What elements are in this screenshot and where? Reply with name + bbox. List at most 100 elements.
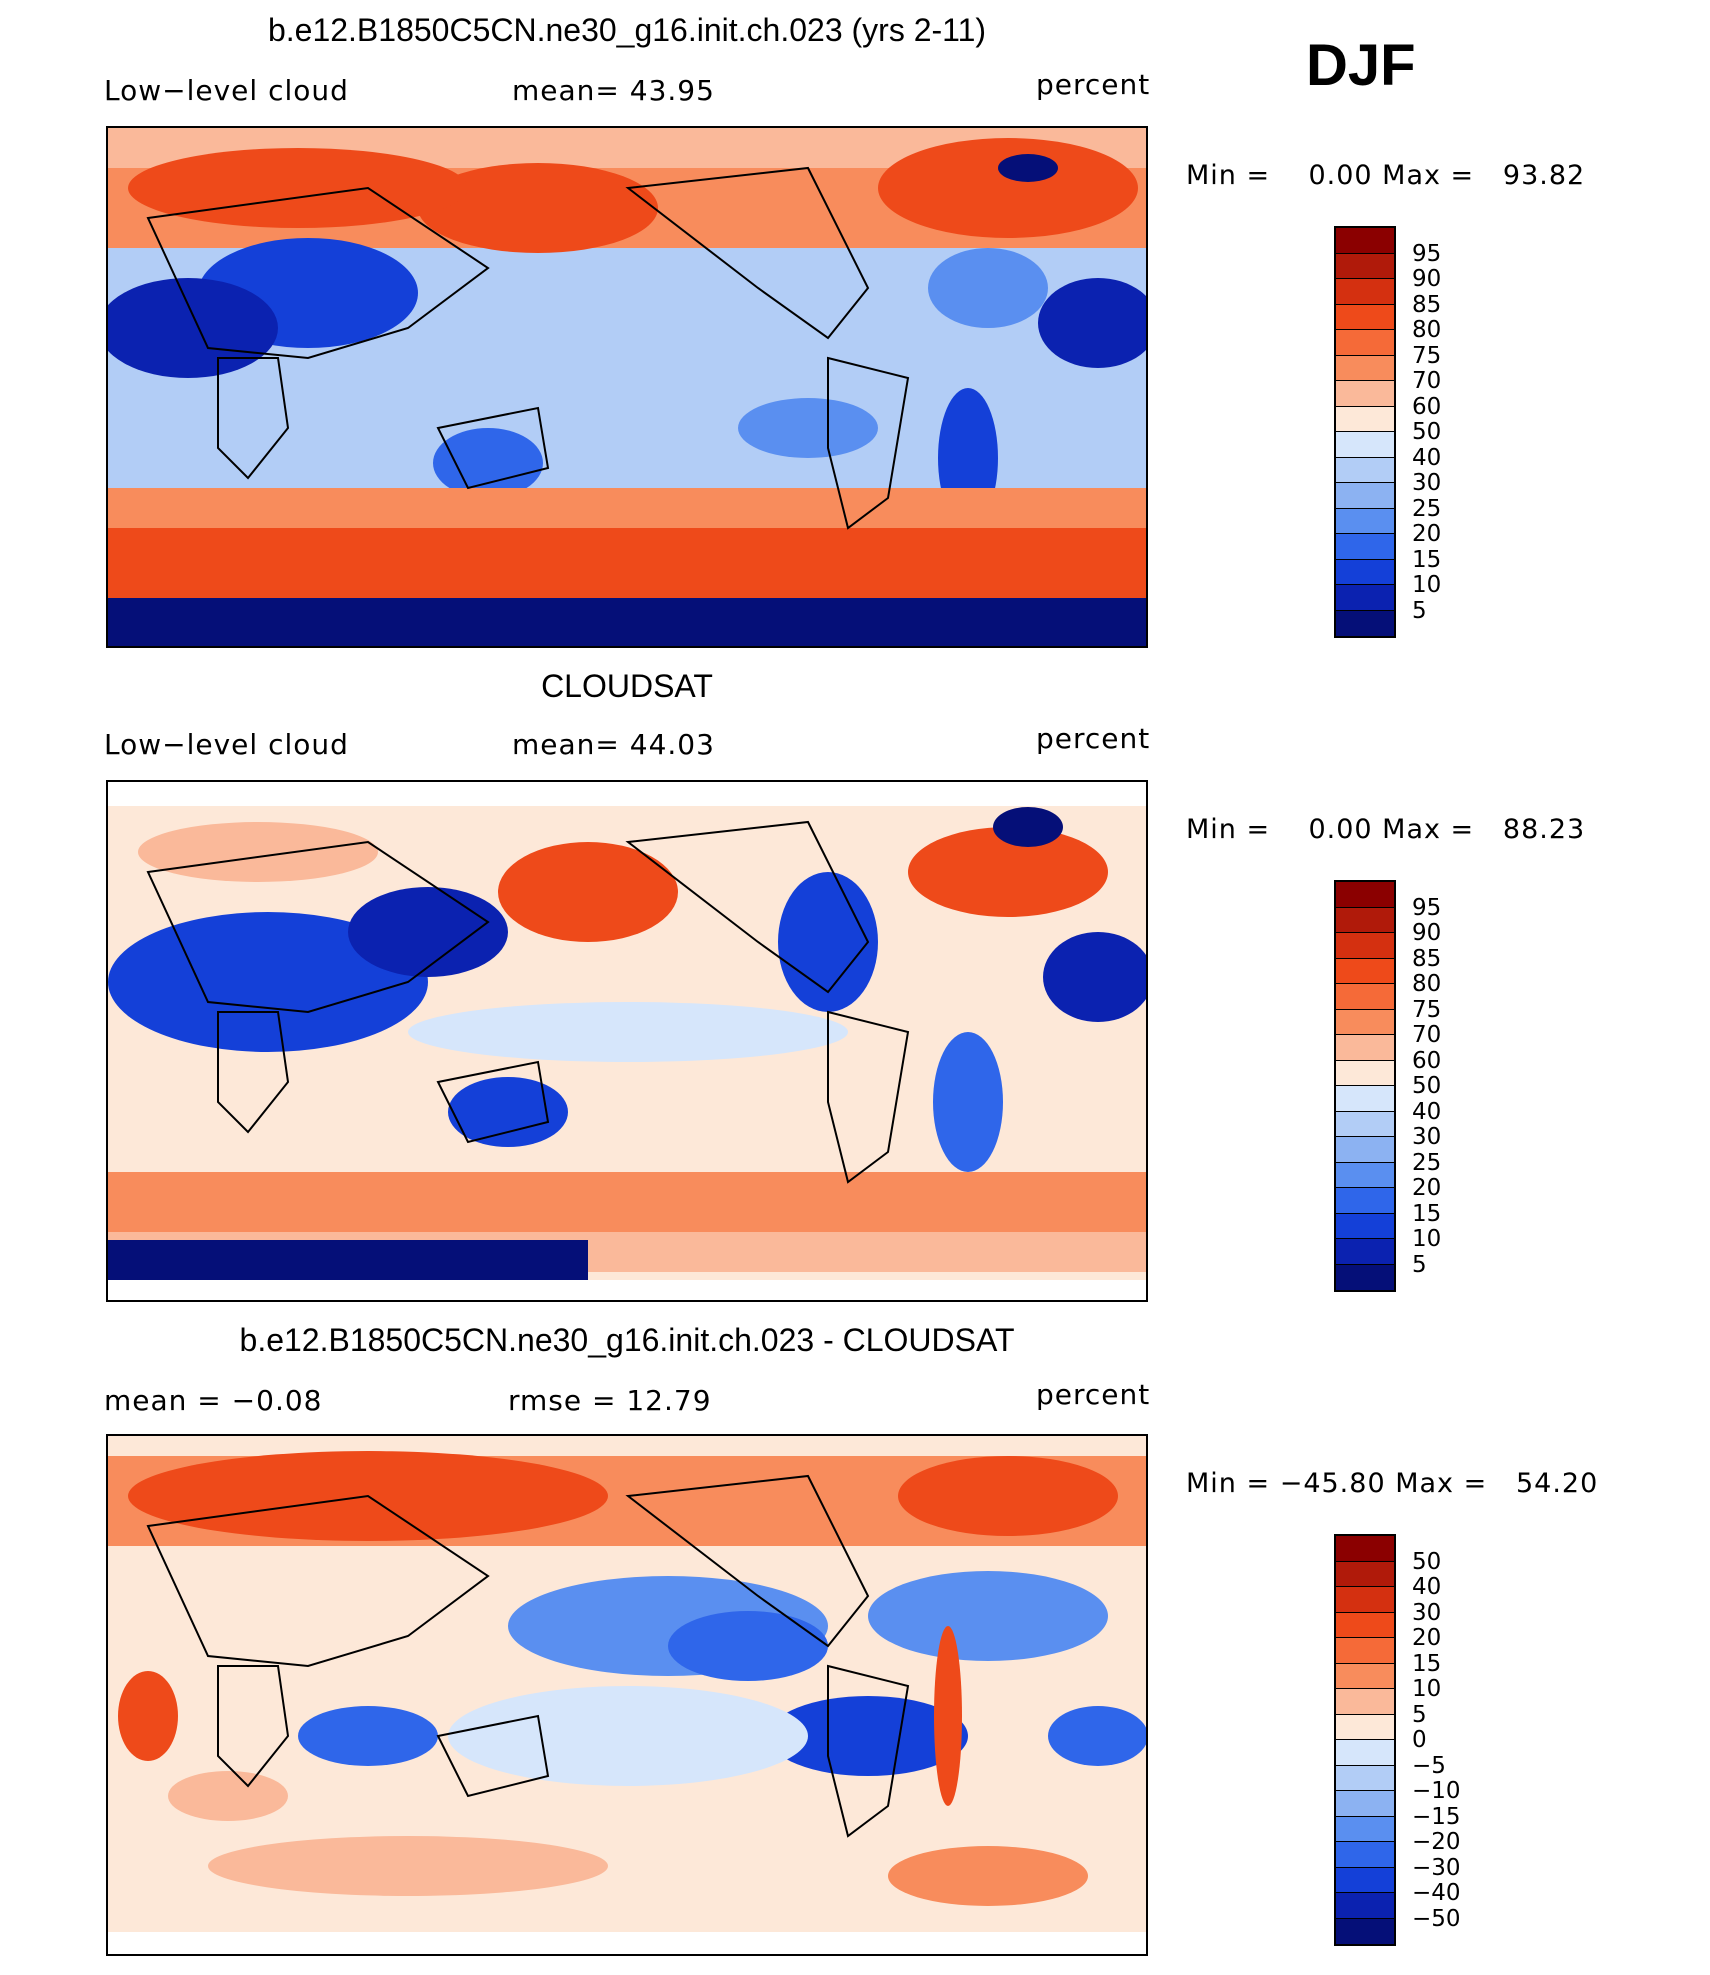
panel2-colorbar-swatch [1336,1213,1394,1239]
panel1-colorbar-swatch [1336,406,1394,432]
panel2-units-label: percent [1036,722,1151,755]
panel2-variable-label: Low−level cloud [104,728,349,761]
panel2-colorbar-swatch [1336,933,1394,959]
panel3-colorbar [1334,1534,1396,1946]
panel1-colorbar-tick-label: 50 [1412,419,1442,445]
panel3-colorbar-tick-label: 20 [1412,1625,1442,1651]
panel2-colorbar-swatch [1336,1111,1394,1137]
panel2-colorbar-swatch [1336,1086,1394,1112]
panel1-colorbar-tick-label: 85 [1412,291,1442,318]
panel2-colorbar-tick-label: 85 [1412,945,1442,972]
panel1-colorbar-swatch [1336,508,1394,534]
panel1-minmax: Min = 0.00 Max = 93.82 [1186,160,1586,191]
panel1-colorbar [1334,226,1396,638]
panel3-colorbar-swatch [1336,1638,1394,1664]
panel2-colorbar-tick-label: 60 [1412,1047,1442,1074]
panel3-colorbar-tick-label: −50 [1412,1905,1461,1932]
panel3-colorbar-tick-label: 5 [1412,1701,1427,1728]
panel3-colorbar-swatch [1336,1816,1394,1842]
panel1-title: b.e12.B1850C5CN.ne30_g16.init.ch.023 (yr… [267,12,987,48]
panel2-title: CLOUDSAT [541,668,713,704]
panel3-colorbar-tick-label: −30 [1412,1854,1461,1881]
panel1-colorbar-swatch [1336,457,1394,483]
panel3-colorbar-tick-label: −5 [1412,1752,1446,1779]
panel2-colorbar-swatch [1336,1060,1394,1086]
panel3-colorbar-tick-label: 40 [1412,1574,1442,1600]
panel3-colorbar-swatch [1336,1867,1394,1893]
panel1-colorbar-tick-label: 75 [1412,342,1442,369]
panel3-colorbar-swatch [1336,1689,1394,1715]
panel1-colorbar-swatch [1336,228,1394,254]
panel2-colorbar-swatch [1336,1239,1394,1265]
panel1-colorbar-swatch [1336,534,1394,560]
panel2-colorbar-tick-label: 25 [1412,1149,1442,1176]
panel1-colorbar-tick-label: 10 [1412,572,1442,598]
panel1-colorbar-swatch [1336,304,1394,330]
panel1-units-label: percent [1036,68,1151,101]
panel1-colorbar-tick-label: 70 [1412,368,1442,394]
panel3-colorbar-tick-label: 0 [1412,1727,1427,1753]
panel1-mean-label: mean= 43.95 [512,74,715,107]
panel2-colorbar-tick-label: 90 [1412,920,1442,946]
panel1-colorbar-tick-label: 20 [1412,521,1442,547]
panel2-colorbar-tick-label: 5 [1412,1251,1427,1278]
panel2-colorbar-swatch [1336,1137,1394,1163]
panel2-colorbar-tick-label: 15 [1412,1200,1442,1227]
panel2-colorbar-tick-label: 30 [1412,1124,1442,1150]
panel3-colorbar-swatch [1336,1765,1394,1791]
panel2-colorbar-tick-label: 75 [1412,996,1442,1023]
panel3-colorbar-tick-label: 10 [1412,1676,1442,1702]
panel2-mean-label: mean= 44.03 [512,728,715,761]
panel2-minmax: Min = 0.00 Max = 88.23 [1186,814,1586,845]
panel2-colorbar-swatch [1336,1035,1394,1061]
panel3-colorbar-swatch [1336,1918,1394,1944]
panel2-colorbar-swatch [1336,882,1394,908]
panel2-colorbar-swatch [1336,1009,1394,1035]
panel2-colorbar-tick-label: 20 [1412,1175,1442,1201]
panel3-minmax: Min = −45.80 Max = 54.20 [1186,1468,1599,1499]
panel3-map [106,1434,1148,1956]
panel1-colorbar-tick-label: 80 [1412,317,1442,343]
panel3-colorbar-tick-label: 30 [1412,1599,1442,1626]
panel3-colorbar-swatch [1336,1714,1394,1740]
panel1-colorbar-tick-label: 15 [1412,546,1442,573]
panel2-colorbar-tick-label: 70 [1412,1022,1442,1048]
panel3-title: b.e12.B1850C5CN.ne30_g16.init.ch.023 - C… [239,1322,1015,1358]
panel1-colorbar-swatch [1336,355,1394,381]
panel1-colorbar-tick-label: 40 [1412,444,1442,471]
panel2-colorbar-swatch [1336,1188,1394,1214]
panel3-colorbar-tick-label: 50 [1412,1548,1442,1575]
panel2-colorbar-swatch [1336,907,1394,933]
panel2-colorbar-tick-label: 95 [1412,894,1442,921]
panel2-colorbar-swatch [1336,958,1394,984]
panel2-colorbar-swatch [1336,1264,1394,1290]
panel1-colorbar-tick-label: 5 [1412,597,1427,624]
panel2-colorbar-swatch [1336,984,1394,1010]
panel3-colorbar-swatch [1336,1791,1394,1817]
panel1-colorbar-tick-label: 60 [1412,393,1442,420]
panel1-map-plot [108,128,1146,646]
panel2-map-plot [108,782,1146,1300]
panel3-colorbar-swatch [1336,1893,1394,1919]
panel1-colorbar-swatch [1336,432,1394,458]
panel1-colorbar-swatch [1336,381,1394,407]
panel1-colorbar-tick-label: 95 [1412,240,1442,267]
panel2-colorbar-tick-label: 80 [1412,971,1442,997]
panel3-colorbar-tick-label: −40 [1412,1880,1461,1906]
panel3-colorbar-swatch [1336,1561,1394,1587]
panel3-colorbar-tick-label: −15 [1412,1803,1461,1830]
panel3-colorbar-tick-label: 15 [1412,1650,1442,1677]
panel1-colorbar-tick-label: 90 [1412,266,1442,292]
panel2-colorbar-tick-label: 40 [1412,1098,1442,1125]
panel3-colorbar-swatch [1336,1612,1394,1638]
panel2-map [106,780,1148,1302]
panel1-colorbar-tick-label: 25 [1412,495,1442,522]
panel3-colorbar-swatch [1336,1536,1394,1562]
panel1-colorbar-swatch [1336,330,1394,356]
panel3-colorbar-tick-label: −20 [1412,1829,1461,1855]
panel3-mean-label: mean = −0.08 [104,1384,323,1417]
panel1-colorbar-swatch [1336,559,1394,585]
panel3-units-label: percent [1036,1378,1151,1411]
panel2-colorbar-swatch [1336,1162,1394,1188]
panel1-colorbar-swatch [1336,279,1394,305]
